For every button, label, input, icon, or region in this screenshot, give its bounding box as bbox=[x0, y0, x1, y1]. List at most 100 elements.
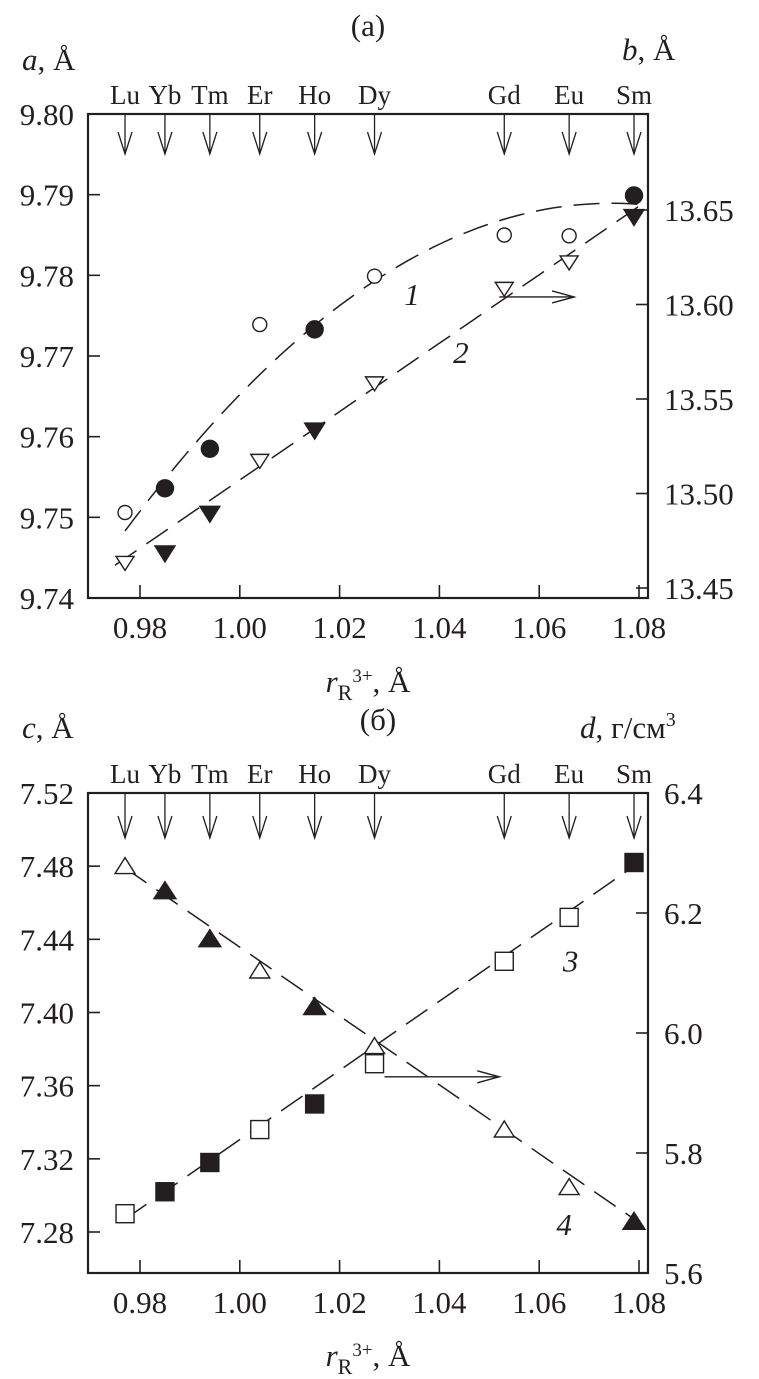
data-point-series-3 bbox=[559, 907, 579, 928]
data-point-series-2 bbox=[198, 505, 222, 524]
arrowhead-icon bbox=[496, 131, 512, 157]
element-label-dy: Dy bbox=[358, 759, 391, 789]
data-point-series-1 bbox=[624, 186, 644, 205]
x-tick-label: 1.02 bbox=[312, 610, 366, 645]
fit-line-series-1 bbox=[124, 202, 640, 532]
data-point-series-4 bbox=[363, 1036, 386, 1055]
data-point-series-4 bbox=[113, 856, 137, 875]
element-label-sm: Sm bbox=[616, 80, 652, 110]
x-tick-label: 1.02 bbox=[312, 1285, 366, 1320]
x-axis-label: rR3+, Å bbox=[326, 1338, 411, 1379]
data-point-series-4 bbox=[248, 960, 272, 979]
arrowhead-icon bbox=[366, 815, 383, 841]
y-right-tick-label: 5.8 bbox=[664, 1136, 703, 1171]
x-tick-label: 1.00 bbox=[213, 610, 267, 645]
arrowhead-icon bbox=[307, 131, 323, 157]
x-tick-label: 1.08 bbox=[612, 610, 666, 645]
panel-a: (a) a, Å b, Å rR3+, Å 0.98 1.00 1.02 1.04 1.… bbox=[20, 8, 734, 705]
data-point-series-2 bbox=[622, 208, 646, 227]
series-label-3: 3 bbox=[562, 943, 579, 978]
right-axis-label: d, г/см3 bbox=[580, 709, 676, 745]
element-label-tm: Tm bbox=[191, 80, 229, 110]
x-axis-var: r bbox=[326, 1338, 339, 1373]
element-label-yb: Yb bbox=[148, 80, 181, 110]
data-point-series-1 bbox=[155, 479, 175, 498]
y-right-tick-label: 13.65 bbox=[664, 193, 734, 228]
left-axis-var: c bbox=[22, 710, 36, 745]
right-axis-unit: , Å bbox=[638, 32, 677, 67]
arrowhead-icon bbox=[117, 131, 133, 157]
x-axis-sub: R bbox=[338, 1354, 353, 1379]
y-left-tick-label: 9.74 bbox=[20, 581, 75, 616]
element-label-gd: Gd bbox=[488, 759, 521, 789]
data-point-series-2 bbox=[493, 281, 515, 298]
data-point-series-2 bbox=[114, 555, 136, 572]
y-left-tick-label: 9.80 bbox=[20, 97, 74, 132]
data-point-series-2 bbox=[364, 376, 385, 393]
data-point-series-2 bbox=[249, 453, 271, 470]
x-axis-sub: R bbox=[338, 680, 353, 705]
y-right-tick-label: 5.6 bbox=[664, 1256, 703, 1291]
x-tick-label: 1.04 bbox=[412, 1285, 467, 1320]
x-axis-sup: 3+ bbox=[352, 1340, 372, 1361]
panel-b: (б) c, Å d, г/см3 rR3+, Å 0.98 1.00 1.02 1.… bbox=[20, 702, 704, 1379]
arrowhead-icon bbox=[561, 815, 577, 841]
x-axis-label: rR3+, Å bbox=[326, 664, 411, 705]
data-point-series-4 bbox=[621, 1211, 647, 1231]
x-axis-unit: , Å bbox=[373, 1338, 412, 1373]
data-point-series-3 bbox=[304, 1094, 325, 1114]
element-label-gd: Gd bbox=[488, 80, 521, 110]
element-label-dy: Dy bbox=[358, 80, 391, 110]
x-tick-label: 1.08 bbox=[612, 1285, 666, 1320]
y-right-tick-label: 13.55 bbox=[664, 382, 734, 417]
y-left-tick-label: 9.78 bbox=[20, 258, 74, 293]
panel-title: (б) bbox=[360, 702, 396, 737]
arrowhead-icon bbox=[496, 815, 512, 841]
x-axis-sup: 3+ bbox=[352, 666, 372, 687]
y-left-tick-label: 9.79 bbox=[20, 178, 74, 213]
arrowhead-icon bbox=[366, 131, 383, 157]
data-point-series-1 bbox=[561, 228, 577, 244]
series-label-1: 1 bbox=[404, 277, 420, 312]
left-axis-unit: , Å bbox=[36, 710, 75, 745]
data-point-series-3 bbox=[200, 1152, 220, 1173]
y-left-tick-label: 9.77 bbox=[20, 339, 74, 374]
x-axis-unit: , Å bbox=[373, 664, 412, 699]
x-tick-label: 1.04 bbox=[412, 610, 467, 645]
element-label-ho: Ho bbox=[298, 759, 331, 789]
element-label-lu: Lu bbox=[110, 80, 140, 110]
data-point-series-1 bbox=[496, 227, 512, 243]
right-axis-sup: 3 bbox=[666, 709, 676, 731]
y-left-tick-label: 7.28 bbox=[20, 1215, 74, 1250]
y-left-tick-label: 7.52 bbox=[20, 776, 74, 811]
arrowhead-icon bbox=[157, 815, 173, 841]
x-axis-var: r bbox=[326, 664, 339, 699]
series-label-4: 4 bbox=[556, 1207, 572, 1242]
data-point-series-3 bbox=[364, 1054, 385, 1074]
x-tick-label: 0.98 bbox=[113, 1285, 167, 1320]
plot-frame bbox=[86, 112, 650, 600]
arrowhead-icon bbox=[117, 815, 133, 841]
y-left-tick-label: 7.36 bbox=[20, 1069, 74, 1104]
y-left-tick-label: 7.48 bbox=[20, 849, 74, 884]
data-point-series-4 bbox=[493, 1119, 516, 1138]
arrowhead-icon bbox=[307, 815, 323, 841]
element-label-lu: Lu bbox=[110, 759, 140, 789]
data-point-series-3 bbox=[494, 951, 514, 971]
panel-title: (a) bbox=[351, 8, 385, 43]
arrowhead-icon bbox=[252, 131, 268, 157]
y-right-tick-label: 13.50 bbox=[664, 477, 734, 512]
element-label-er: Er bbox=[247, 80, 272, 110]
data-point-series-4 bbox=[197, 928, 223, 948]
data-point-series-2 bbox=[153, 545, 177, 564]
data-point-series-4 bbox=[557, 1177, 581, 1196]
x-tick-label: 1.06 bbox=[512, 610, 566, 645]
x-tick-label: 1.06 bbox=[512, 1285, 566, 1320]
series-label-2: 2 bbox=[453, 335, 469, 370]
data-point-series-1 bbox=[305, 320, 324, 339]
element-label-er: Er bbox=[247, 759, 272, 789]
left-axis-label: a, Å bbox=[22, 42, 76, 77]
y-right-tick-label: 6.2 bbox=[664, 896, 703, 931]
data-point-series-2 bbox=[558, 255, 580, 272]
